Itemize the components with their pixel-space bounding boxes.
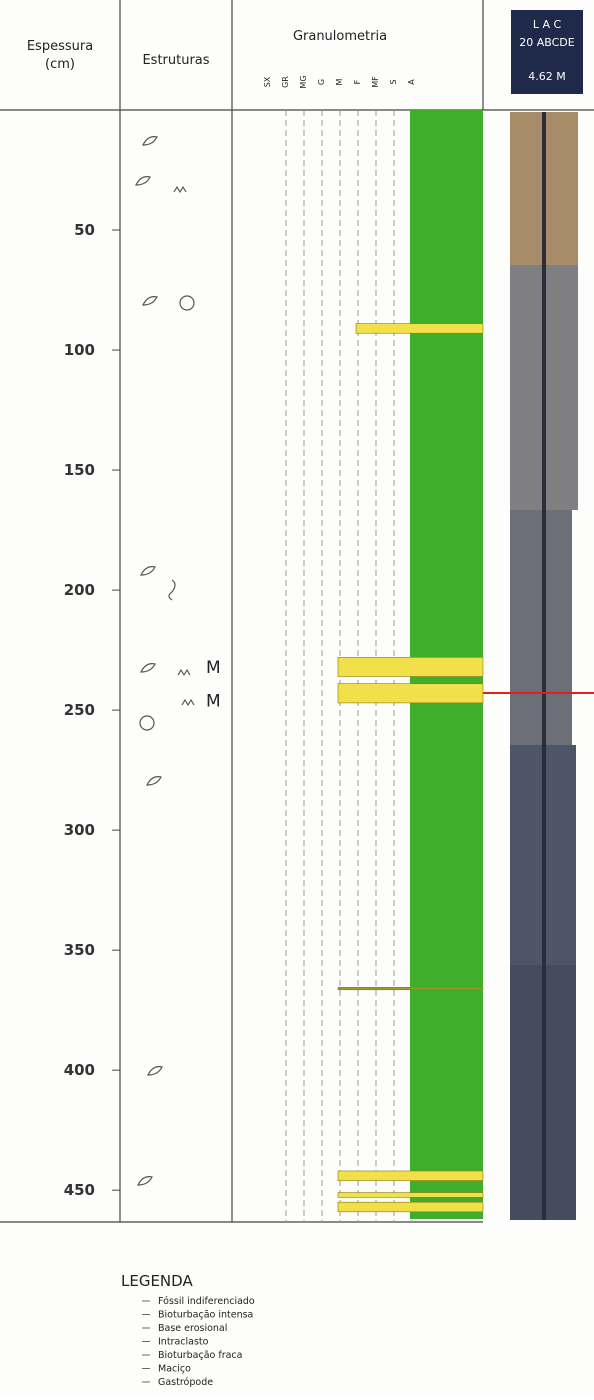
grain-class-label: MF	[371, 76, 380, 88]
grain-class-label: A	[407, 79, 416, 85]
bed	[338, 1202, 483, 1212]
core-label: L A C	[533, 18, 562, 31]
grain-class-label: G	[317, 79, 326, 85]
depth-tick-label: 200	[64, 581, 95, 599]
depth-tick-label: 50	[74, 221, 95, 239]
depth-tick-label: 450	[64, 1181, 95, 1199]
bed	[356, 324, 483, 334]
core-label: 4.62 M	[528, 70, 565, 83]
depth-tick-label: 100	[64, 341, 95, 359]
legend-item: Bioturbação fraca	[158, 1350, 242, 1361]
bed	[338, 1193, 483, 1198]
depth-tick-label: 400	[64, 1061, 95, 1079]
bed	[338, 987, 483, 989]
header-label: Estruturas	[142, 53, 209, 68]
depth-tick-label: 350	[64, 941, 95, 959]
bed	[338, 657, 483, 676]
legend-item: Base erosional	[158, 1323, 227, 1334]
structure-mark: M	[206, 658, 221, 678]
bed	[338, 684, 483, 703]
grain-class-label: GR	[281, 76, 290, 88]
core-photo	[510, 112, 578, 1220]
depth-tick-label: 250	[64, 701, 95, 719]
grain-class-label: F	[353, 79, 362, 84]
legend-item: Gastrópode	[158, 1377, 213, 1388]
diagram: Espessura (cm) Estruturas Granulometria …	[0, 0, 594, 1396]
grain-class-label: SX	[263, 76, 272, 87]
grain-class-label: S	[389, 79, 398, 84]
legend-title: LEGENDA	[121, 1272, 193, 1290]
legend-item: Fóssil indiferenciado	[158, 1296, 255, 1307]
legend-item: Maciço	[158, 1364, 191, 1375]
header-label: (cm)	[45, 57, 75, 72]
grain-class-label: MG	[299, 75, 308, 88]
legend-item: Intraclasto	[158, 1337, 209, 1348]
depth-tick-label: 150	[64, 461, 95, 479]
bed	[338, 1171, 483, 1181]
structure-mark: M	[206, 692, 221, 712]
core-label: 20 ABCDE	[519, 36, 575, 49]
header-label: Espessura	[27, 39, 93, 54]
header-label: Granulometria	[293, 29, 387, 44]
grain-class-label: M	[335, 78, 344, 85]
page: {"thickness_label":["Espessura","(cm)"],…	[0, 0, 594, 1400]
legend-item: Bioturbação intensa	[158, 1310, 253, 1321]
depth-tick-label: 300	[64, 821, 95, 839]
